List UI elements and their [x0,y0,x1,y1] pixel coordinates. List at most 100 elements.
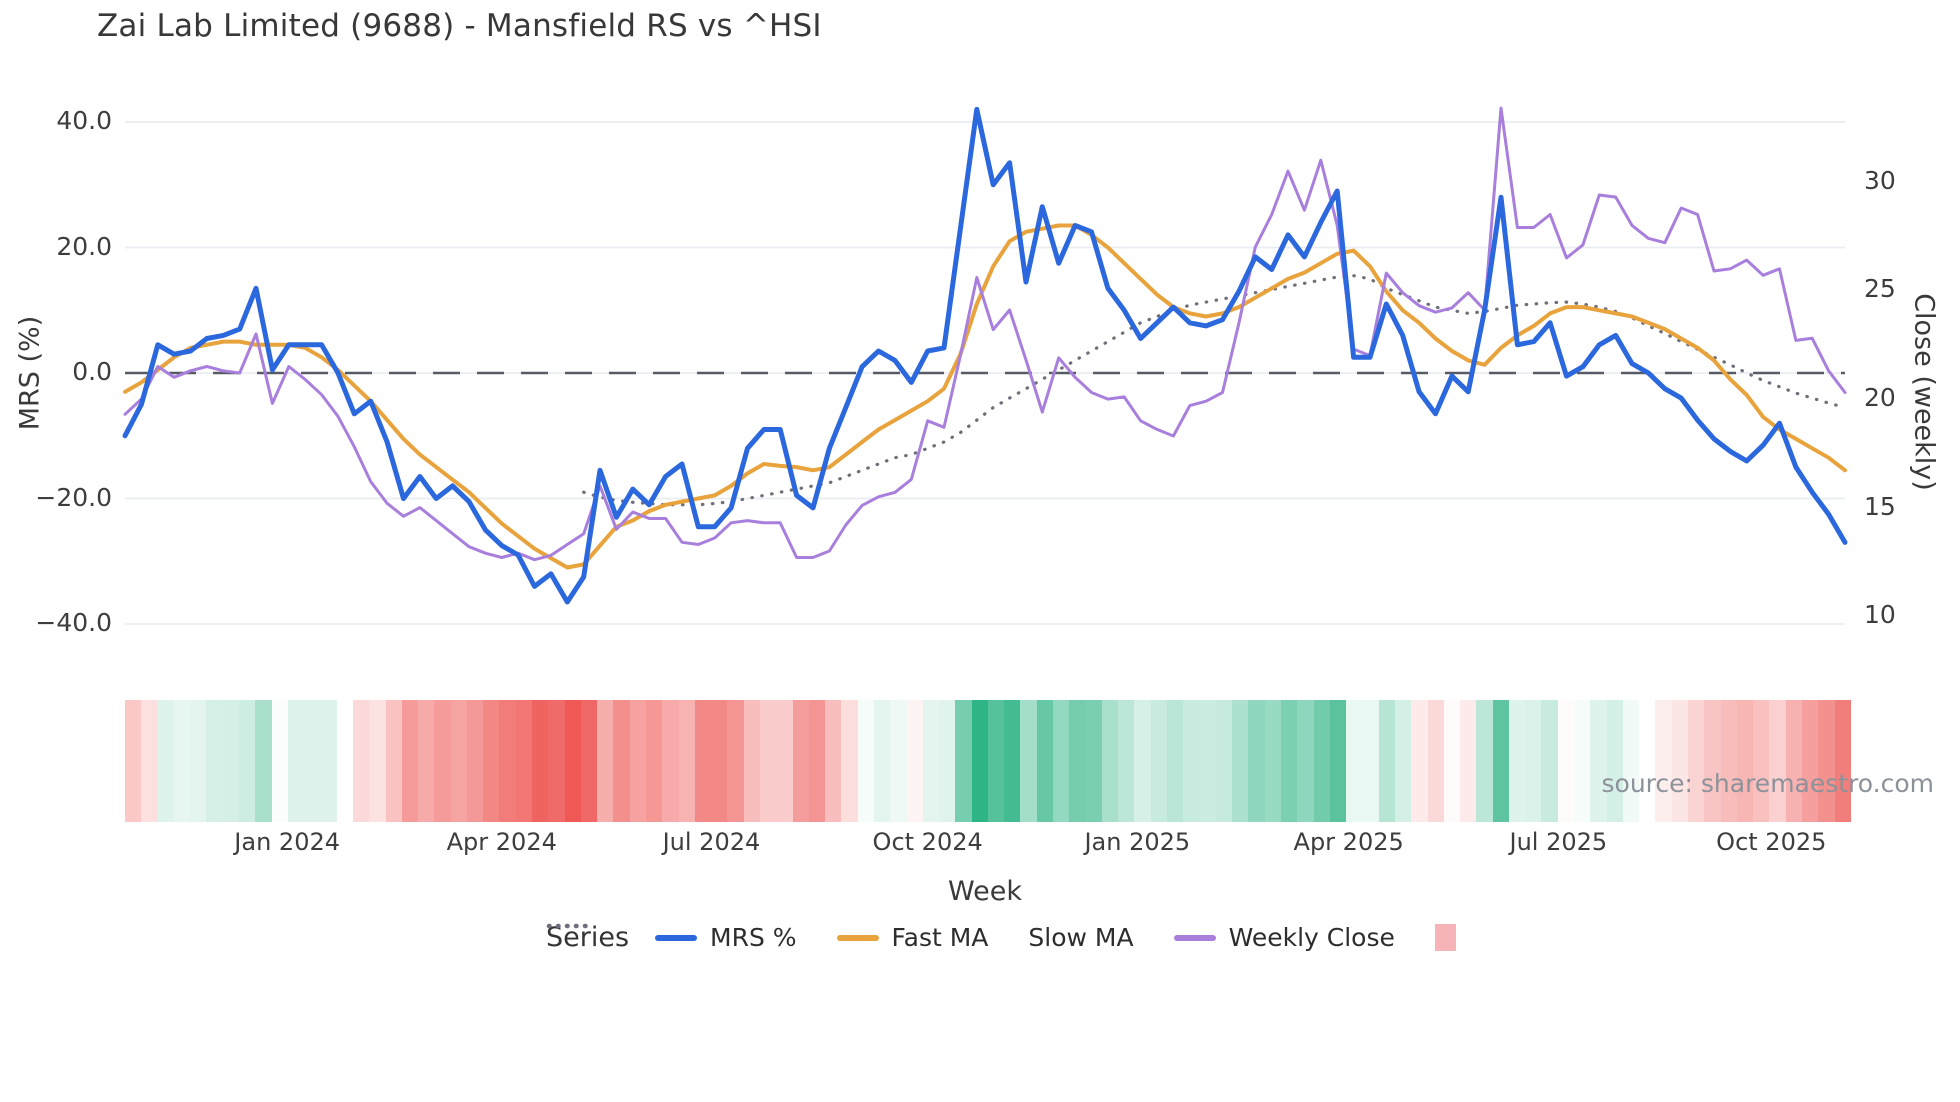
heatmap-cell [1020,700,1037,822]
heatmap-cell [1753,700,1770,822]
x-tick-label: Apr 2024 [446,828,557,856]
legend-label: MRS % [710,923,797,952]
heatmap-cell [157,700,174,822]
heatmap-cell [564,700,581,822]
heatmap-cell [629,700,646,822]
legend-item-slow-ma: Slow MA [546,923,1134,952]
heatmap-cell [841,700,858,822]
series-line-slow-ma [582,274,1847,507]
heatmap-cell [1215,700,1233,822]
legend-item-fast-ma: Fast MA [836,923,989,952]
heatmap-cell [1150,700,1167,822]
heatmap-cell [1639,700,1656,822]
heatmap-cell [401,700,419,822]
heatmap-cell [1590,700,1607,822]
heatmap-cell [304,700,321,822]
heatmap-cell [1443,700,1461,822]
heatmap-cell [548,700,565,822]
heatmap-cell [222,700,239,822]
heatmap-cell [825,700,842,822]
heatmap-cell [173,700,191,822]
heatmap-cell [206,700,223,822]
heatmap-cell [1785,700,1802,822]
heatmap-cell [613,700,630,822]
legend-swatch-square-icon [1434,924,1456,951]
heatmap-cell [1036,700,1054,822]
legend-item-weekly-close: Weekly Close [1173,923,1395,952]
heatmap-cell [1720,700,1737,822]
heatmap-cell [1541,700,1558,822]
heatmap-cell [743,700,760,822]
series-line-mrs- [122,106,1848,605]
heatmap-cell [1004,700,1021,822]
heatmap-cell [646,700,663,822]
legend-label: Slow MA [1028,923,1134,952]
x-tick-label: Jan 2024 [234,828,340,856]
heatmap-cell [1704,700,1721,822]
heatmap-cell [1655,700,1672,822]
series-line-weekly-close [123,106,1847,562]
x-tick-label: Apr 2025 [1293,828,1404,856]
heatmap-cell [1508,700,1526,822]
heatmap-cell [873,700,891,822]
heatmap-cell [352,700,370,822]
x-tick-label: Oct 2024 [872,828,983,856]
heatmap-cell [320,700,337,822]
legend-item-heatmap [1434,924,1456,951]
heatmap-cell [759,700,777,822]
heatmap-cell [808,700,826,822]
legend-swatch-line-icon [1173,934,1216,941]
heatmap-cell [515,700,533,822]
heatmap-cell [532,700,549,822]
heatmap-cell [1183,700,1200,822]
heatmap-cell [1492,700,1509,822]
heatmap-cell [711,700,728,822]
heatmap-cell [580,700,598,822]
legend: Series MRS % Fast MA Slow MA Weekly Close [546,922,1456,953]
heatmap-cell [1134,700,1151,822]
left-tick-label: 20.0 [56,231,112,261]
heatmap-cell [678,700,695,822]
heatmap-cell [1622,700,1640,822]
legend-label: Fast MA [891,923,989,952]
heatmap-cell [1232,700,1249,822]
heatmap-cell [1378,700,1395,822]
heatmap-cell [1606,700,1623,822]
left-tick-label: −40.0 [35,608,112,637]
heatmap-cell [1818,700,1835,822]
heatmap-cell [125,700,142,822]
heatmap-cell [1394,700,1412,822]
heatmap-cell [1574,700,1591,822]
heatmap-cell [857,700,874,822]
heatmap-cell [1167,700,1184,822]
right-tick-label: 25 [1864,274,1896,304]
right-tick-label: 20 [1864,383,1896,413]
heatmap-cell [466,700,484,822]
heatmap-cell [939,700,956,822]
heatmap-cell [971,700,988,822]
heatmap-cell [1557,700,1575,822]
heatmap-cell [1264,700,1281,822]
heatmap-cell [662,700,679,822]
heatmap-cell [1476,700,1493,822]
heatmap-cell [1069,700,1086,822]
heatmap-cell [1085,700,1102,822]
x-tick-label: Oct 2025 [1716,828,1827,856]
legend-swatch-line-icon [655,934,698,941]
heatmap-cell [1199,700,1216,822]
heatmap-cell [1427,700,1444,822]
x-tick-label: Jul 2025 [1509,828,1608,856]
heatmap-cell [255,700,272,822]
left-tick-label: −20.0 [35,482,112,512]
left-tick-label: 0.0 [72,357,112,386]
x-axis-title: Week [948,876,1022,907]
heatmap-cell [1362,700,1379,822]
heatmap-cell [1329,700,1347,822]
heatmap-cell [1118,700,1135,822]
heatmap-cell [955,700,972,822]
heatmap-cell [271,700,288,822]
heatmap-cell [922,700,940,822]
heatmap-cell [418,700,435,822]
legend-swatch-line-icon [836,934,879,941]
chart-title: Zai Lab Limited (9688) - Mansfield RS vs… [97,8,822,44]
